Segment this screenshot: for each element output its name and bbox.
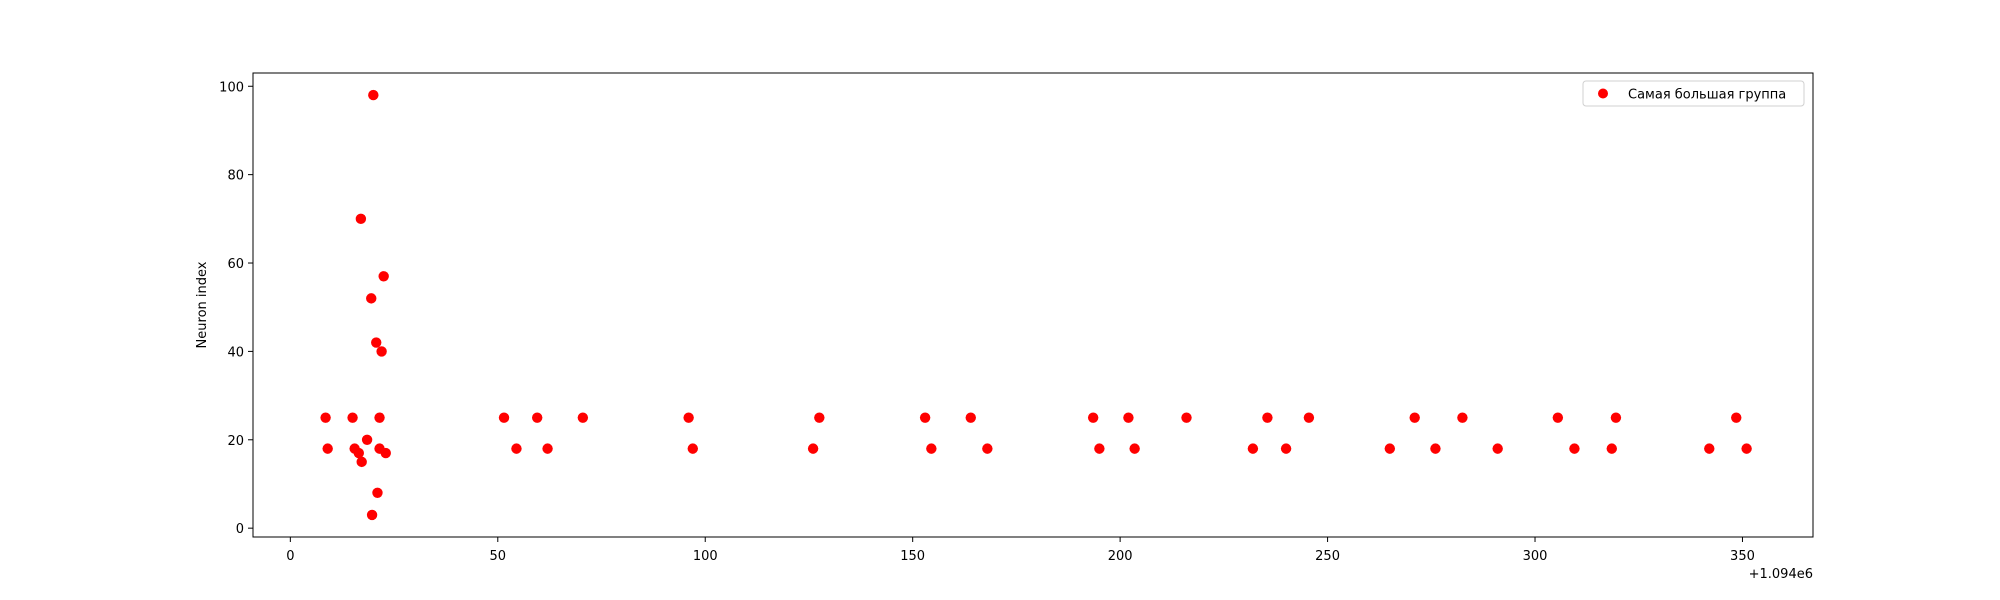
legend-label: Самая большая группа <box>1628 88 1786 103</box>
data-point <box>1704 443 1715 454</box>
data-point <box>376 346 387 357</box>
x-tick-label: 100 <box>693 549 718 564</box>
data-point <box>683 412 694 423</box>
data-point <box>1123 412 1134 423</box>
data-point <box>1181 412 1192 423</box>
data-point <box>366 293 377 304</box>
data-point <box>1409 412 1420 423</box>
y-axis-label: Neuron index <box>195 261 210 348</box>
data-point <box>353 447 364 459</box>
data-point <box>577 412 589 423</box>
data-point <box>380 447 391 459</box>
data-point <box>1303 412 1315 423</box>
x-tick-label: 50 <box>490 549 507 564</box>
data-point <box>378 271 389 282</box>
x-axis-ticks: 0 50 100 150 200 250 300 350 <box>286 537 1755 564</box>
y-tick-label: 80 <box>227 169 244 184</box>
data-point <box>1129 443 1140 454</box>
data-point <box>814 412 825 423</box>
data-point <box>919 412 931 423</box>
data-point <box>511 443 522 454</box>
data-point <box>1610 412 1622 423</box>
data-point <box>926 443 937 454</box>
y-tick-label: 40 <box>227 345 244 360</box>
data-point <box>366 509 378 521</box>
x-tick-label: 300 <box>1523 549 1548 564</box>
x-tick-label: 0 <box>286 549 294 564</box>
data-point <box>322 443 333 454</box>
axes-background <box>253 73 1813 537</box>
data-point <box>807 443 819 454</box>
data-point <box>687 443 698 454</box>
x-tick-label: 350 <box>1730 549 1755 564</box>
data-point <box>965 412 976 423</box>
data-point <box>1731 412 1742 423</box>
data-point <box>368 89 379 101</box>
data-point <box>1569 443 1580 454</box>
data-point <box>1741 443 1752 454</box>
data-points <box>320 89 1752 521</box>
x-tick-label: 200 <box>1108 549 1133 564</box>
data-point <box>372 487 383 499</box>
data-point <box>347 412 358 423</box>
x-tick-label: 150 <box>900 549 925 564</box>
data-point <box>1552 412 1564 423</box>
legend-marker <box>1598 88 1608 99</box>
data-point <box>542 443 553 454</box>
data-point <box>320 412 331 423</box>
x-axis-offset-label: +1.094e6 <box>1749 567 1813 582</box>
data-point <box>356 456 367 468</box>
data-point <box>361 434 373 445</box>
axes-frame <box>252 72 1814 538</box>
legend-box <box>1582 80 1805 107</box>
data-point <box>1247 443 1259 454</box>
data-point <box>532 412 543 423</box>
data-point <box>982 443 993 454</box>
y-tick-label: 60 <box>227 257 244 272</box>
data-point <box>1606 443 1617 454</box>
data-point <box>498 412 510 423</box>
x-tick-label: 250 <box>1315 549 1340 564</box>
data-point <box>1094 443 1105 454</box>
plot-area: 0 20 40 60 80 100 0 50 100 150 200 250 300 350 <box>219 72 1814 564</box>
y-tick-label: 20 <box>227 434 244 449</box>
data-point <box>1087 412 1099 423</box>
data-point <box>1457 412 1468 423</box>
y-axis-ticks: 0 20 40 60 80 100 <box>219 80 253 537</box>
data-point <box>1384 443 1396 454</box>
data-point <box>374 412 385 423</box>
y-tick-label: 0 <box>236 522 244 537</box>
y-tick-label: 100 <box>219 80 244 95</box>
data-point <box>1280 443 1292 454</box>
data-point <box>1492 443 1503 454</box>
data-point <box>371 337 382 348</box>
data-point <box>1262 412 1273 423</box>
legend: Самая большая группа <box>1582 80 1805 107</box>
data-point <box>1430 443 1441 454</box>
data-point <box>355 213 367 225</box>
